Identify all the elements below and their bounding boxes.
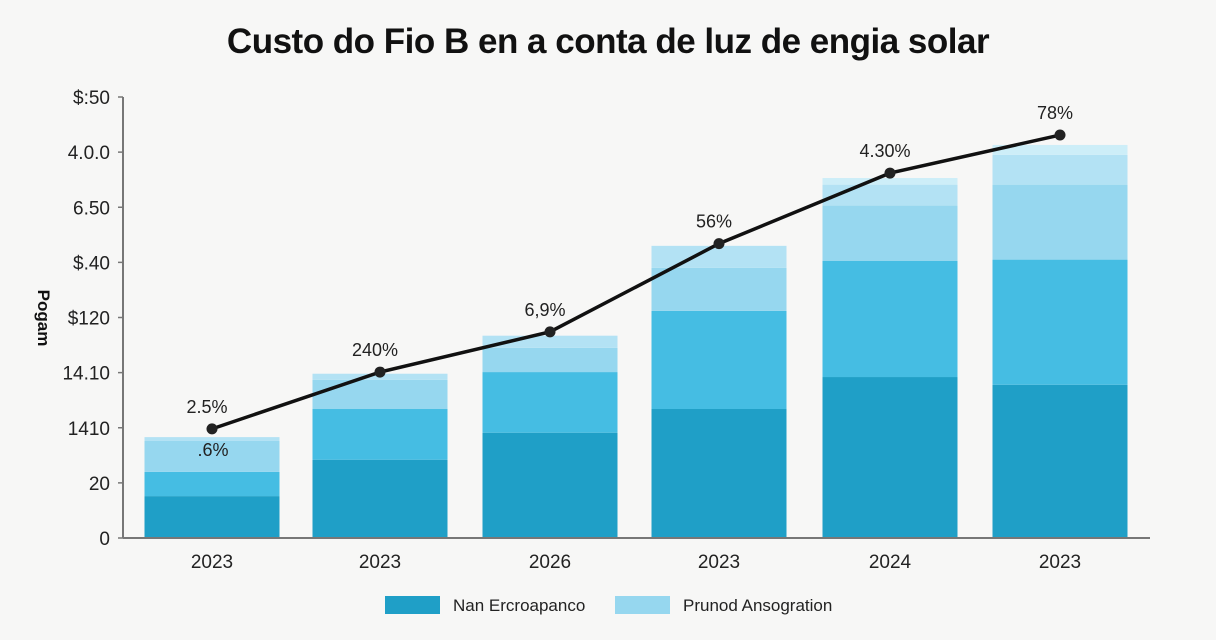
legend-label: Prunod Ansogration xyxy=(683,596,832,615)
data-label: 4.30% xyxy=(859,141,910,161)
trend-point xyxy=(1054,129,1066,141)
bar-segment-1-1 xyxy=(312,409,448,460)
bar-segment-5-0 xyxy=(992,384,1128,538)
x-tick-label: 2023 xyxy=(359,552,401,573)
trend-point xyxy=(884,167,896,179)
y-tick-label: $120 xyxy=(68,309,110,330)
x-tick-label: 2023 xyxy=(698,552,740,573)
bar-segment-4-2 xyxy=(822,205,958,261)
y-tick-label: 1410 xyxy=(68,419,110,440)
bar-segment-3-0 xyxy=(651,409,787,538)
legend-swatch xyxy=(385,596,440,614)
bar-segment-3-1 xyxy=(651,310,787,410)
bar-segment-0-3 xyxy=(144,437,280,441)
x-tick-label: 2026 xyxy=(529,552,571,573)
bar-segment-5-3 xyxy=(992,154,1128,185)
bar-segment-1-0 xyxy=(312,459,448,538)
bar-segment-5-4 xyxy=(992,144,1128,155)
bar-segment-4-3 xyxy=(822,184,958,206)
legend-swatch xyxy=(615,596,670,614)
legend-label: Nan Ercroapanco xyxy=(453,596,585,615)
y-axis-label: Pogam xyxy=(34,290,53,347)
bar-segment-4-1 xyxy=(822,260,958,378)
x-tick-label: 2024 xyxy=(869,552,912,573)
bar-segment-2-2 xyxy=(482,347,618,373)
x-tick-label: 2023 xyxy=(191,552,233,573)
y-tick-label: 14.10 xyxy=(62,364,110,385)
trend-point xyxy=(374,366,386,378)
y-tick-label: 4.0.0 xyxy=(68,143,110,164)
y-tick-label: $.40 xyxy=(73,253,110,274)
data-label: 56% xyxy=(696,212,732,232)
bar-segment-2-0 xyxy=(482,432,618,538)
x-tick-label: 2023 xyxy=(1039,552,1081,573)
bar-segment-4-4 xyxy=(822,178,958,185)
y-tick-label: 0 xyxy=(99,529,110,550)
data-label: 78% xyxy=(1037,103,1073,123)
bar-segment-5-1 xyxy=(992,259,1128,385)
trend-point xyxy=(206,423,218,435)
trend-line xyxy=(211,133,1061,431)
bar-segment-0-1 xyxy=(144,471,280,497)
bar-segment-0-2 xyxy=(144,440,280,472)
data-label: 240% xyxy=(352,340,398,360)
y-tick-label: 6.50 xyxy=(73,198,110,219)
y-tick-label: $:50 xyxy=(73,88,110,109)
bar-segment-4-0 xyxy=(822,377,958,538)
annotation-label: .6% xyxy=(197,440,228,460)
trend-point xyxy=(713,238,725,250)
bar-segment-3-2 xyxy=(651,267,787,311)
chart-title: Custo do Fio B en a conta de luz de engi… xyxy=(226,22,990,61)
bar-segment-1-2 xyxy=(312,379,448,410)
bar-segment-0-0 xyxy=(144,496,280,538)
y-tick-label: 20 xyxy=(89,474,110,495)
bar-segment-5-2 xyxy=(992,184,1128,260)
data-label: 6,9% xyxy=(524,300,565,320)
trend-point xyxy=(544,326,556,338)
data-label: 2.5% xyxy=(186,397,227,417)
bar-segment-2-1 xyxy=(482,372,618,433)
bar-segment-3-3 xyxy=(651,245,787,268)
